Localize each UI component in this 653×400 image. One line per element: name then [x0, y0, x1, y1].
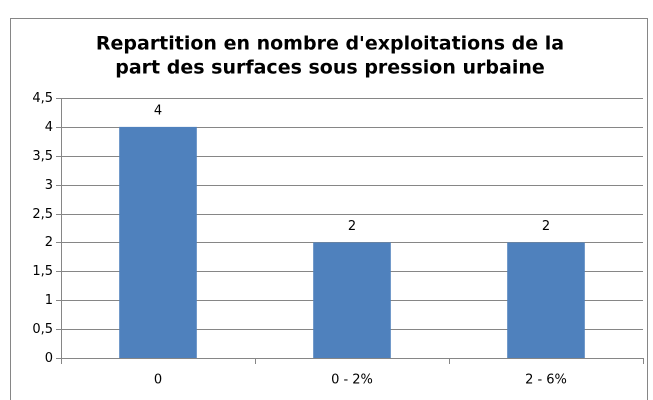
- x-tick-label: 0: [154, 373, 162, 388]
- y-tick-label: 0: [45, 351, 53, 366]
- data-label: 2: [542, 219, 550, 234]
- y-tick-label: 1,5: [32, 264, 53, 279]
- data-label: 4: [154, 103, 162, 118]
- x-tick-label: 0 - 2%: [331, 373, 373, 388]
- chart-title: Repartition en nombre d'exploitations de…: [96, 33, 564, 55]
- y-tick-label: 2,5: [32, 207, 53, 222]
- y-tick-label: 3,5: [32, 149, 53, 164]
- data-label: 2: [348, 219, 356, 234]
- chart-title: part des surfaces sous pression urbaine: [115, 57, 545, 79]
- bar: [507, 242, 585, 358]
- bar: [119, 126, 197, 358]
- bar: [313, 242, 391, 358]
- y-tick-label: 4: [45, 120, 53, 135]
- x-tick-label: 2 - 6%: [525, 373, 567, 388]
- y-tick-label: 0,5: [32, 322, 53, 337]
- y-tick-label: 3: [45, 178, 53, 193]
- y-tick-label: 1: [45, 293, 53, 308]
- y-tick-label: 2: [45, 235, 53, 250]
- y-tick-label: 4,5: [32, 91, 53, 106]
